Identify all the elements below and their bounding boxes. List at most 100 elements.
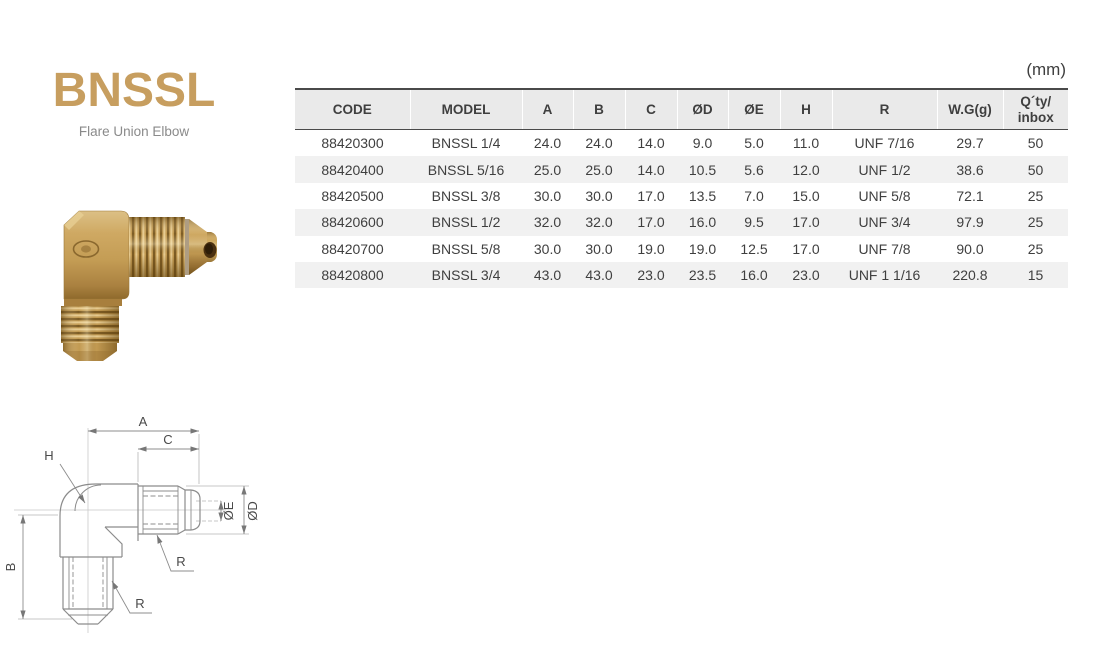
table-cell: BNSSL 5/16 [427,161,505,178]
table-row: 88420700 BNSSL 5/8 30.0 30.0 19.0 19.0 12.5 17.… [295,236,1068,262]
table-cell: 29.7 [956,135,984,152]
bottom-threaded-port [61,299,122,361]
column-header: Q´ty/ inbox [1002,88,1068,130]
table-cell: 15.0 [792,187,820,204]
table-cell: 25 [1027,240,1044,257]
table-cell: 32.0 [585,214,613,231]
table-cell: BNSSL 1/2 [431,214,501,231]
dim-label-h: H [44,448,53,463]
table-cell: 16.0 [688,214,717,231]
table-cell: 12.5 [740,240,768,257]
table-cell: 30.0 [533,240,562,257]
table-cell: BNSSL 5/8 [431,240,501,257]
dim-label-od: ØD [245,501,260,521]
brand-block: BNSSL Flare Union Elbow [38,64,230,140]
part-outline [59,483,201,625]
spec-table-body: 88420300 BNSSL 1/4 24.0 24.0 14.0 9.0 5.0 11.0 U… [295,130,1068,289]
column-header: H [779,88,832,130]
dim-label-r-bottom: R [135,596,144,611]
table-cell: 25.0 [533,161,562,178]
table-cell: 25.0 [585,161,613,178]
dimension-lines [20,428,247,619]
column-header: ØD [676,88,728,130]
table-cell: 30.0 [585,240,613,257]
table-cell: 9.0 [692,135,713,152]
table-cell: 24.0 [533,135,562,152]
table-cell: 9.5 [744,214,764,231]
table-cell: 30.0 [585,187,613,204]
table-cell: 15 [1027,267,1044,284]
column-header: MODEL [409,88,522,130]
table-cell: BNSSL 3/8 [431,187,501,204]
table-cell: 88420500 [321,187,384,204]
table-cell: 25 [1027,187,1044,204]
table-cell: 11.0 [792,135,820,152]
dim-label-oe: ØE [221,501,236,520]
dim-label-b: B [3,563,18,572]
table-cell: UNF 5/8 [858,187,911,204]
table-cell: 43.0 [585,267,613,284]
spec-table-header-row: CODE MODEL A B C ØD ØE H R W.G(g) Q´ty/ inbox [295,88,1068,130]
table-cell: 16.0 [740,267,768,284]
dimension-labels: A C H B ØE ØD R R [3,414,260,611]
table-cell: 19.0 [637,240,665,257]
dim-label-c: C [163,432,172,447]
table-cell: 97.9 [956,214,984,231]
column-header: CODE [295,88,410,130]
table-cell: 72.1 [956,187,984,204]
table-row: 88420600 BNSSL 1/2 32.0 32.0 17.0 16.0 9.5 17.0… [295,209,1068,236]
table-cell: 50 [1027,135,1044,152]
column-header: B [572,88,625,130]
table-cell: 13.5 [688,187,717,204]
table-cell: 88420300 [321,135,384,152]
extension-lines [18,434,249,620]
dim-label-r-top: R [176,554,185,569]
table-cell: 23.0 [792,267,820,284]
table-cell: UNF 1/2 [858,161,911,178]
table-cell: 17.0 [792,214,820,231]
product-photo [61,210,217,361]
table-cell: 43.0 [533,267,562,284]
table-cell: 38.6 [956,161,984,178]
table-cell: 17.0 [792,240,820,257]
spec-table: CODE MODEL A B C ØD ØE H R W.G(g) Q´ty/ inbox 8842… [295,88,1068,289]
table-cell: 14.0 [637,135,665,152]
table-row: 88420400 BNSSL 5/16 25.0 25.0 14.0 10.5 5.6 12.… [295,156,1068,183]
table-cell: 12.0 [792,161,820,178]
table-cell: 17.0 [637,214,665,231]
table-cell: 23.0 [637,267,665,284]
side-threaded-port [129,217,217,277]
table-cell: 5.6 [744,161,764,178]
table-cell: UNF 7/16 [854,135,915,152]
page-subtitle: Flare Union Elbow [78,124,190,140]
table-cell: 24.0 [585,135,613,152]
table-row: 88420300 BNSSL 1/4 24.0 24.0 14.0 9.0 5.0 11.0 U… [295,130,1068,157]
table-cell: 220.8 [952,267,988,284]
table-cell: BNSSL 1/4 [431,135,501,152]
table-row: 88420800 BNSSL 3/4 43.0 43.0 23.0 23.5 16.0 23.… [295,261,1068,289]
column-header: A [521,88,573,130]
table-cell: 90.0 [956,240,984,257]
unit-label: (mm) [1026,60,1066,79]
logo-stamp [72,240,100,258]
table-cell: 5.0 [744,135,764,152]
table-cell: 25 [1027,214,1044,231]
table-row: 88420500 BNSSL 3/8 30.0 30.0 17.0 13.5 7.0 15.0… [295,183,1068,209]
table-cell: 30.0 [533,187,562,204]
table-cell: 23.5 [688,267,717,284]
table-cell: 50 [1027,161,1044,178]
page-title: BNSSL [52,64,216,117]
table-cell: 19.0 [688,240,717,257]
table-cell: UNF 3/4 [858,214,911,231]
table-cell: 88420700 [321,240,384,257]
column-header: W.G(g) [936,88,1003,130]
column-header: ØE [727,88,780,130]
table-cell: 10.5 [688,161,717,178]
table-cell: 32.0 [533,214,562,231]
column-header: R [831,88,937,130]
table-cell: 17.0 [637,187,665,204]
table-cell: 88420800 [321,267,384,284]
dim-label-a: A [139,414,148,429]
column-header: C [624,88,677,130]
